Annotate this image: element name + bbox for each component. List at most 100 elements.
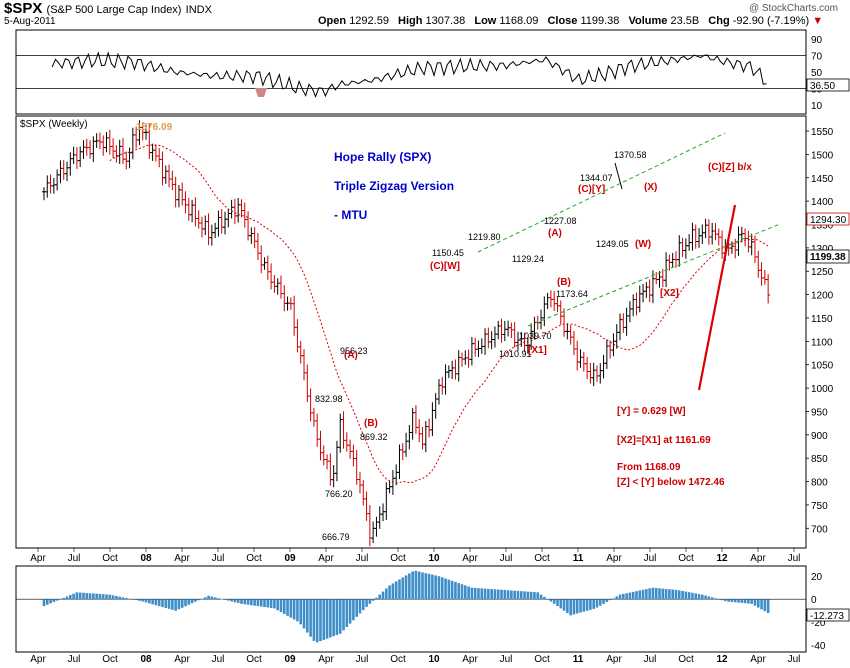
hist-bar <box>134 599 138 601</box>
hist-bar <box>282 599 286 614</box>
channel-upper-line <box>477 132 726 253</box>
hist-bar <box>457 583 461 600</box>
hist-bar <box>92 593 95 600</box>
hist-bar <box>582 599 586 612</box>
price-bar <box>670 252 675 268</box>
hist-bar <box>269 599 273 608</box>
price-bar <box>74 147 79 169</box>
price-bar <box>203 215 208 236</box>
hist-bar <box>427 573 431 600</box>
hist-bar <box>385 588 388 600</box>
price-bar <box>591 362 596 387</box>
price-tick-label: 1100 <box>811 337 833 348</box>
price-bar <box>627 301 632 323</box>
high-value: 1307.38 <box>425 15 466 27</box>
chart-header: $SPX (S&P 500 Large Cap Index) INDX 5-Au… <box>0 0 850 28</box>
hist-bar <box>743 599 747 604</box>
price-bar <box>58 160 63 184</box>
price-label-1129: 1129.24 <box>512 254 544 264</box>
hist-bar <box>213 597 217 600</box>
wave-w: (W) <box>635 239 651 250</box>
x-tick-label: Jul <box>644 553 657 564</box>
hist-bar <box>579 599 582 613</box>
hist-bar <box>546 599 549 600</box>
hist-bar <box>730 599 734 602</box>
price-bar <box>361 480 366 506</box>
price-bar <box>269 263 274 290</box>
rsi-tick-label: 70 <box>811 52 823 63</box>
hist-bar <box>605 599 609 602</box>
x-tick-label-bottom: Jul <box>212 654 225 665</box>
price-bar <box>199 216 204 238</box>
volume-label: Volume <box>628 15 668 27</box>
hist-bar <box>345 599 349 627</box>
hist-bar <box>701 594 704 600</box>
price-current-value: 1199.38 <box>810 252 846 263</box>
hist-bar <box>664 588 668 600</box>
hist-bar <box>444 578 447 600</box>
price-bar <box>746 230 751 253</box>
price-bar <box>706 219 711 245</box>
wave-x2: [X2] <box>660 288 679 299</box>
hist-bar <box>707 596 711 600</box>
price-bar <box>436 379 441 405</box>
note-y-ratio: [Y] = 0.629 [W] <box>617 406 686 417</box>
hist-bar <box>210 596 214 600</box>
x-tick-label: 12 <box>716 553 728 564</box>
hist-bar <box>598 599 602 606</box>
price-bar <box>364 491 369 521</box>
hist-bar <box>464 585 467 600</box>
price-bar <box>302 349 307 381</box>
price-bar <box>588 363 593 384</box>
price-tick-label: 800 <box>811 478 828 489</box>
hist-bar <box>108 594 112 600</box>
price-bar <box>124 151 129 170</box>
hist-bar <box>164 599 168 608</box>
hist-bar <box>365 599 368 607</box>
hist-bar <box>602 599 605 604</box>
hist-value-tag: -12.273 <box>806 608 850 622</box>
x-tick-label-bottom: Apr <box>30 654 46 665</box>
hist-bar <box>223 599 227 600</box>
price-bar <box>130 127 135 160</box>
price-bar <box>78 146 83 168</box>
hist-bar <box>526 591 530 600</box>
open-value: 1292.59 <box>349 15 389 27</box>
price-label-1039: 1039.70 <box>519 331 552 341</box>
hist-bar <box>612 598 615 600</box>
exchange: INDX <box>185 4 212 16</box>
hist-bar <box>118 596 121 600</box>
price-bar <box>417 418 422 443</box>
rsi-current-value: 36.50 <box>810 81 835 92</box>
price-bar <box>568 325 573 345</box>
price-bar <box>759 262 764 286</box>
x-tick-label: Oct <box>102 553 118 564</box>
hist-bar <box>240 599 243 604</box>
hist-bar <box>296 599 299 622</box>
price-bar <box>331 465 336 488</box>
pointer-1370 <box>614 162 623 190</box>
price-bar <box>170 170 175 191</box>
hist-bar <box>490 589 493 600</box>
price-label-869: 869.32 <box>360 432 388 442</box>
hist-bar <box>589 599 592 610</box>
hist-bar <box>440 577 444 600</box>
x-tick-label: Oct <box>678 553 694 564</box>
price-bar <box>219 209 224 234</box>
x-tick-label-bottom: 09 <box>284 654 296 665</box>
price-bar <box>153 144 158 162</box>
x-tick-label-bottom: Jul <box>356 654 369 665</box>
price-bar <box>545 292 550 310</box>
price-bar <box>456 350 461 382</box>
x-tick-label-bottom: Oct <box>678 654 694 665</box>
hist-bar <box>519 591 523 600</box>
price-bar <box>598 363 603 384</box>
hist-bar <box>332 599 335 637</box>
hist-bar <box>529 591 533 600</box>
hist-bar <box>496 589 500 600</box>
price-bar <box>427 418 432 438</box>
hist-bar <box>513 590 516 600</box>
hist-bar <box>618 594 622 600</box>
hist-bar <box>342 599 345 631</box>
price-bar <box>677 235 682 267</box>
